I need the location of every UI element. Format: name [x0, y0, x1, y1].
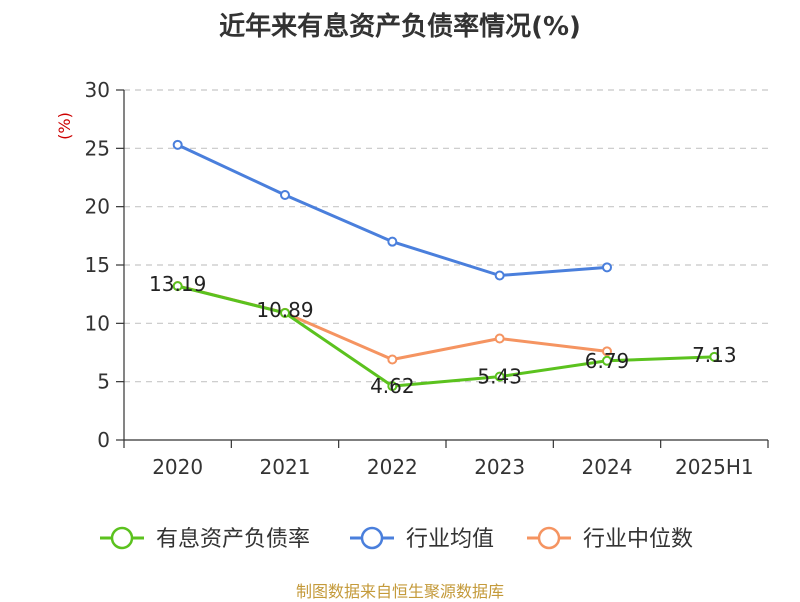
data-point — [172, 281, 183, 292]
data-point — [280, 307, 290, 318]
legend-swatch-marker — [360, 526, 384, 550]
data-point — [387, 381, 398, 392]
x-tick-label: 2025H1 — [675, 455, 754, 479]
series-lines — [172, 139, 720, 392]
x-tick-label: 2020 — [152, 455, 203, 479]
x-tick-label: 2024 — [582, 455, 633, 479]
grid-lines — [124, 89, 768, 383]
data-point — [602, 262, 612, 273]
data-label: 7.13 — [692, 343, 737, 367]
series-line-1 — [177, 143, 608, 277]
legend-item-2[interactable]: 行业中位数 — [527, 526, 693, 552]
data-point — [602, 355, 612, 366]
y-tick-label: 25 — [85, 136, 110, 160]
y-tick-label: 30 — [85, 78, 110, 102]
axes: 0 5 10 15 20 25 30 2020 2021 2022 2023 2024 2025H1 — [85, 78, 769, 479]
data-label: 6.79 — [585, 349, 630, 373]
data-labels: 13.19 10.89 4.62 5.43 6.79 7.13 — [149, 272, 737, 398]
data-point — [280, 190, 290, 200]
data-label: 4.62 — [370, 374, 415, 398]
chart-title: 近年来有息资产负债率情况(%) — [219, 12, 581, 42]
data-label: 5.43 — [477, 365, 522, 389]
legend-item-0[interactable]: 有息资产负债率 — [100, 526, 310, 552]
legend-swatch-marker — [110, 526, 134, 550]
data-point — [494, 333, 505, 344]
x-tick-label: 2023 — [474, 455, 525, 479]
legend-label: 行业均值 — [406, 527, 494, 552]
y-tick-label: 0 — [97, 428, 110, 452]
legend: 有息资产负债率 行业均值 行业中位数 — [100, 526, 693, 552]
data-point — [387, 236, 398, 247]
series-line-0 — [177, 284, 715, 388]
y-axis-unit-label: (%) — [55, 112, 74, 140]
data-point — [172, 139, 183, 150]
y-tick-label: 5 — [97, 370, 110, 394]
legend-swatch-marker — [537, 526, 561, 550]
data-label: 10.89 — [256, 298, 313, 322]
legend-label: 有息资产负债率 — [156, 527, 310, 552]
data-label: 13.19 — [149, 272, 206, 296]
legend-label: 行业中位数 — [583, 527, 693, 552]
data-point — [709, 351, 720, 362]
legend-item-1[interactable]: 行业均值 — [350, 526, 494, 552]
data-source-note: 制图数据来自恒生聚源数据库 — [295, 582, 504, 601]
data-point — [494, 270, 505, 281]
data-point — [494, 371, 505, 382]
y-tick-label: 10 — [85, 311, 110, 335]
x-tick-label: 2022 — [367, 455, 418, 479]
x-tick-label: 2021 — [260, 455, 311, 479]
data-point — [387, 354, 398, 365]
y-tick-label: 20 — [85, 195, 110, 219]
y-tick-label: 15 — [85, 253, 110, 277]
data-point — [602, 346, 612, 357]
